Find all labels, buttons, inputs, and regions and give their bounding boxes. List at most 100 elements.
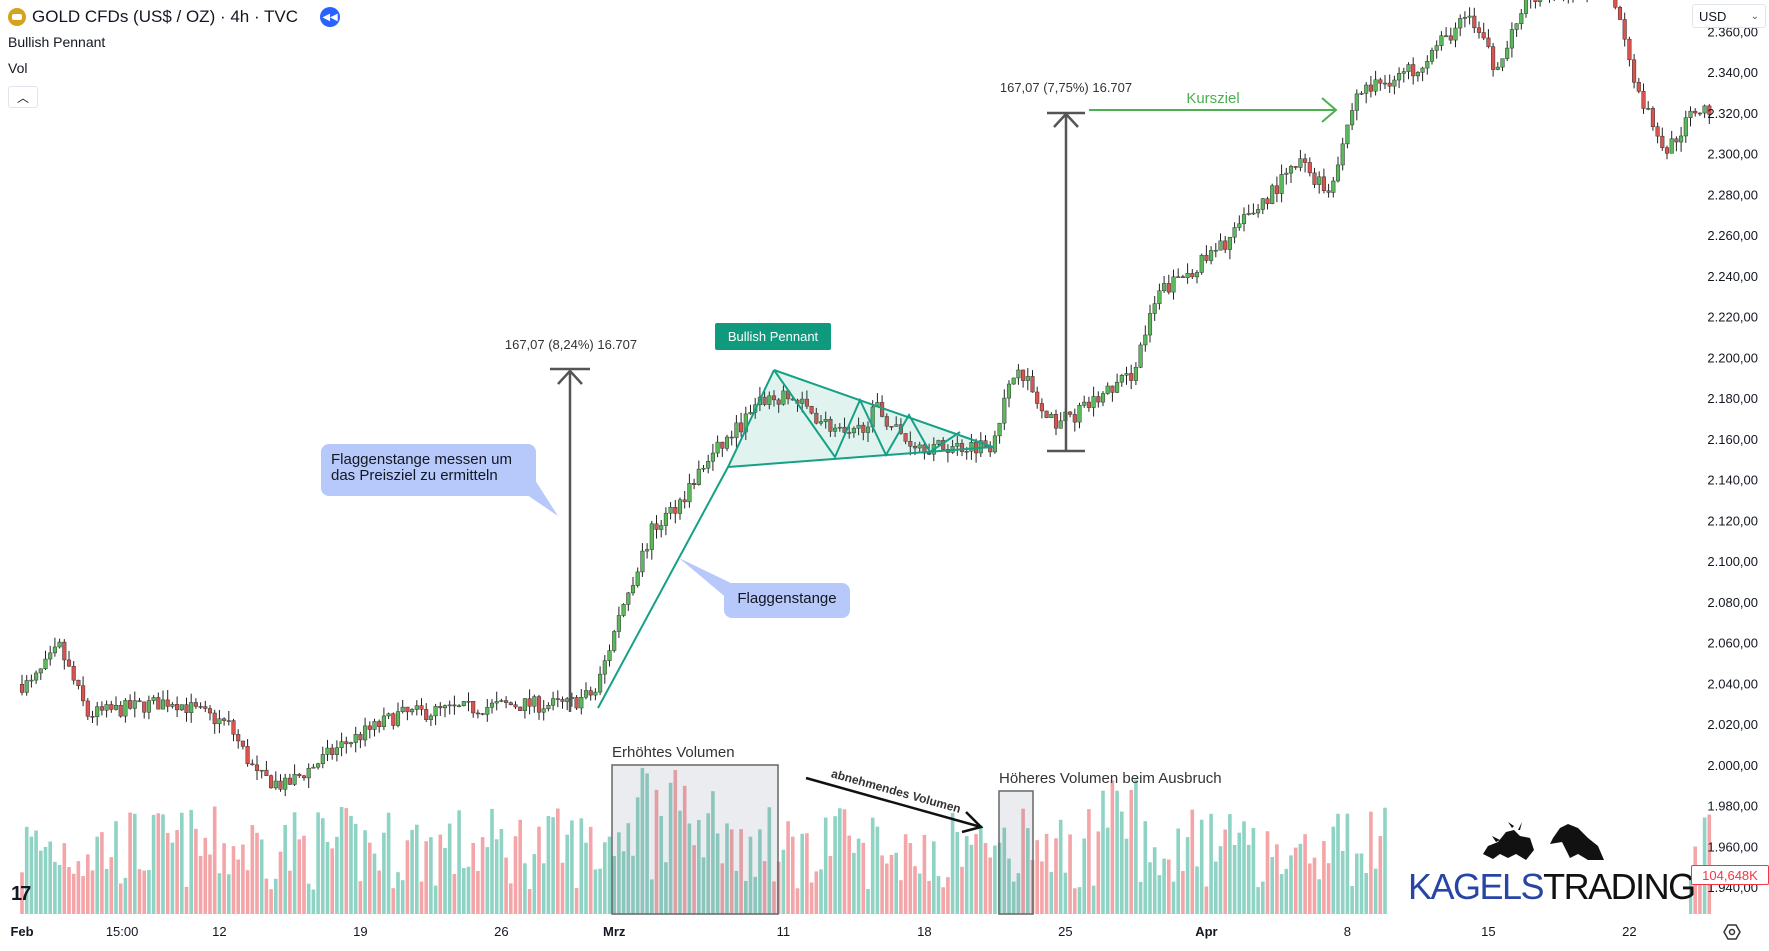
candle (1439, 31, 1444, 51)
candle (555, 690, 560, 708)
tradingview-logo[interactable]: 17 (11, 883, 31, 905)
volume-bar (368, 842, 372, 914)
candle (160, 690, 166, 710)
candle (1190, 269, 1195, 280)
candle (1697, 112, 1702, 117)
candle (579, 688, 584, 715)
candle (85, 698, 90, 721)
candle (410, 708, 415, 716)
candle (320, 746, 325, 769)
volume-bar (936, 876, 941, 914)
candle (734, 415, 739, 448)
candle (1058, 412, 1063, 429)
candle (1486, 29, 1491, 49)
candle (118, 701, 123, 718)
volume-bar (988, 857, 992, 914)
volume-bar (880, 855, 884, 914)
candle (292, 764, 297, 786)
candle (34, 670, 39, 684)
volume-bar (1115, 790, 1119, 914)
volume-bar (165, 832, 170, 914)
volume-bar (1204, 886, 1209, 914)
candle (1448, 27, 1453, 45)
candle (372, 718, 377, 737)
candle (81, 676, 86, 707)
volume-bar (1021, 808, 1025, 914)
volume-bar (424, 841, 428, 914)
volume-bar (786, 821, 790, 914)
decreasing-volume-arrow (805, 776, 984, 834)
price-tick: 2.200,00 (1707, 350, 1758, 365)
volume-bar (527, 889, 532, 914)
volume-bar (400, 880, 405, 914)
candle (635, 567, 640, 588)
volume-bar (1026, 828, 1030, 914)
candle (461, 700, 466, 707)
rewind-icon[interactable]: ◀◀ (320, 7, 341, 27)
candle (1021, 369, 1026, 388)
volume-bar (607, 836, 612, 914)
volume-bar (560, 862, 565, 914)
indicator-volume[interactable]: Vol (8, 60, 28, 76)
candle (179, 704, 184, 712)
settings-icon[interactable] (1722, 922, 1742, 942)
volume-bar (330, 848, 334, 914)
volume-bar (1185, 837, 1190, 914)
volume-bar (20, 872, 24, 914)
volume-bar (344, 808, 349, 914)
candle (818, 414, 824, 426)
candle (710, 443, 715, 471)
candle (884, 413, 889, 430)
volume-bar (791, 836, 795, 914)
volume-bar (673, 770, 678, 914)
collapse-legend-button[interactable]: ︿ (8, 86, 38, 108)
candle (1335, 156, 1341, 183)
volume-bar (1251, 827, 1256, 914)
candle (1467, 7, 1472, 25)
volume-bar (513, 836, 518, 914)
volume-bar (438, 834, 443, 914)
volume-bar (161, 814, 165, 914)
candle (1119, 373, 1124, 387)
callout-pole: Flaggenstange (724, 583, 850, 618)
volume-bar (1355, 853, 1359, 914)
time-axis[interactable]: Feb 15:00 12 19 26 Mrz 11 18 25 Apr 8 15 22 (10, 924, 1636, 939)
indicator-pennant[interactable]: Bullish Pennant (8, 34, 106, 50)
volume-bar (29, 836, 34, 914)
price-axis[interactable]: 2.360,00 2.340,00 2.320,00 2.300,00 2.280,00… (1707, 24, 1758, 895)
volume-bar (241, 844, 245, 914)
volume-bar (212, 806, 217, 914)
candle (630, 576, 636, 596)
candle (109, 700, 114, 713)
volume-bar (734, 870, 739, 914)
volume-bar (964, 836, 969, 914)
volume-bar (1181, 871, 1185, 914)
symbol-title[interactable]: GOLD CFDs (US$ / OZ) · 4h · TVC (32, 7, 299, 26)
volume-bar (1110, 780, 1115, 914)
volume-bar (546, 815, 551, 914)
volume-bar (1148, 862, 1152, 914)
candle (1068, 411, 1073, 418)
target-arrow (1089, 97, 1338, 123)
candle (1288, 164, 1294, 184)
volume-bar (682, 785, 687, 914)
candle (1025, 368, 1030, 391)
volume-bar (711, 791, 715, 914)
target-label: Kursziel (1186, 90, 1239, 107)
candle (1086, 396, 1091, 412)
volume-bar (565, 834, 569, 914)
volume-bar (556, 808, 560, 914)
candle (1049, 412, 1054, 418)
candle (504, 696, 509, 709)
candle (207, 705, 213, 721)
volume-bar (1209, 813, 1213, 914)
candle (739, 412, 744, 437)
currency-select[interactable]: USD ⌄ (1692, 4, 1766, 28)
volume-bar (574, 888, 579, 914)
price-tick: 2.080,00 (1707, 595, 1758, 610)
volume-bar (86, 854, 90, 914)
candle (311, 763, 316, 769)
volume-bar (739, 829, 743, 914)
volume-bar (635, 797, 640, 914)
